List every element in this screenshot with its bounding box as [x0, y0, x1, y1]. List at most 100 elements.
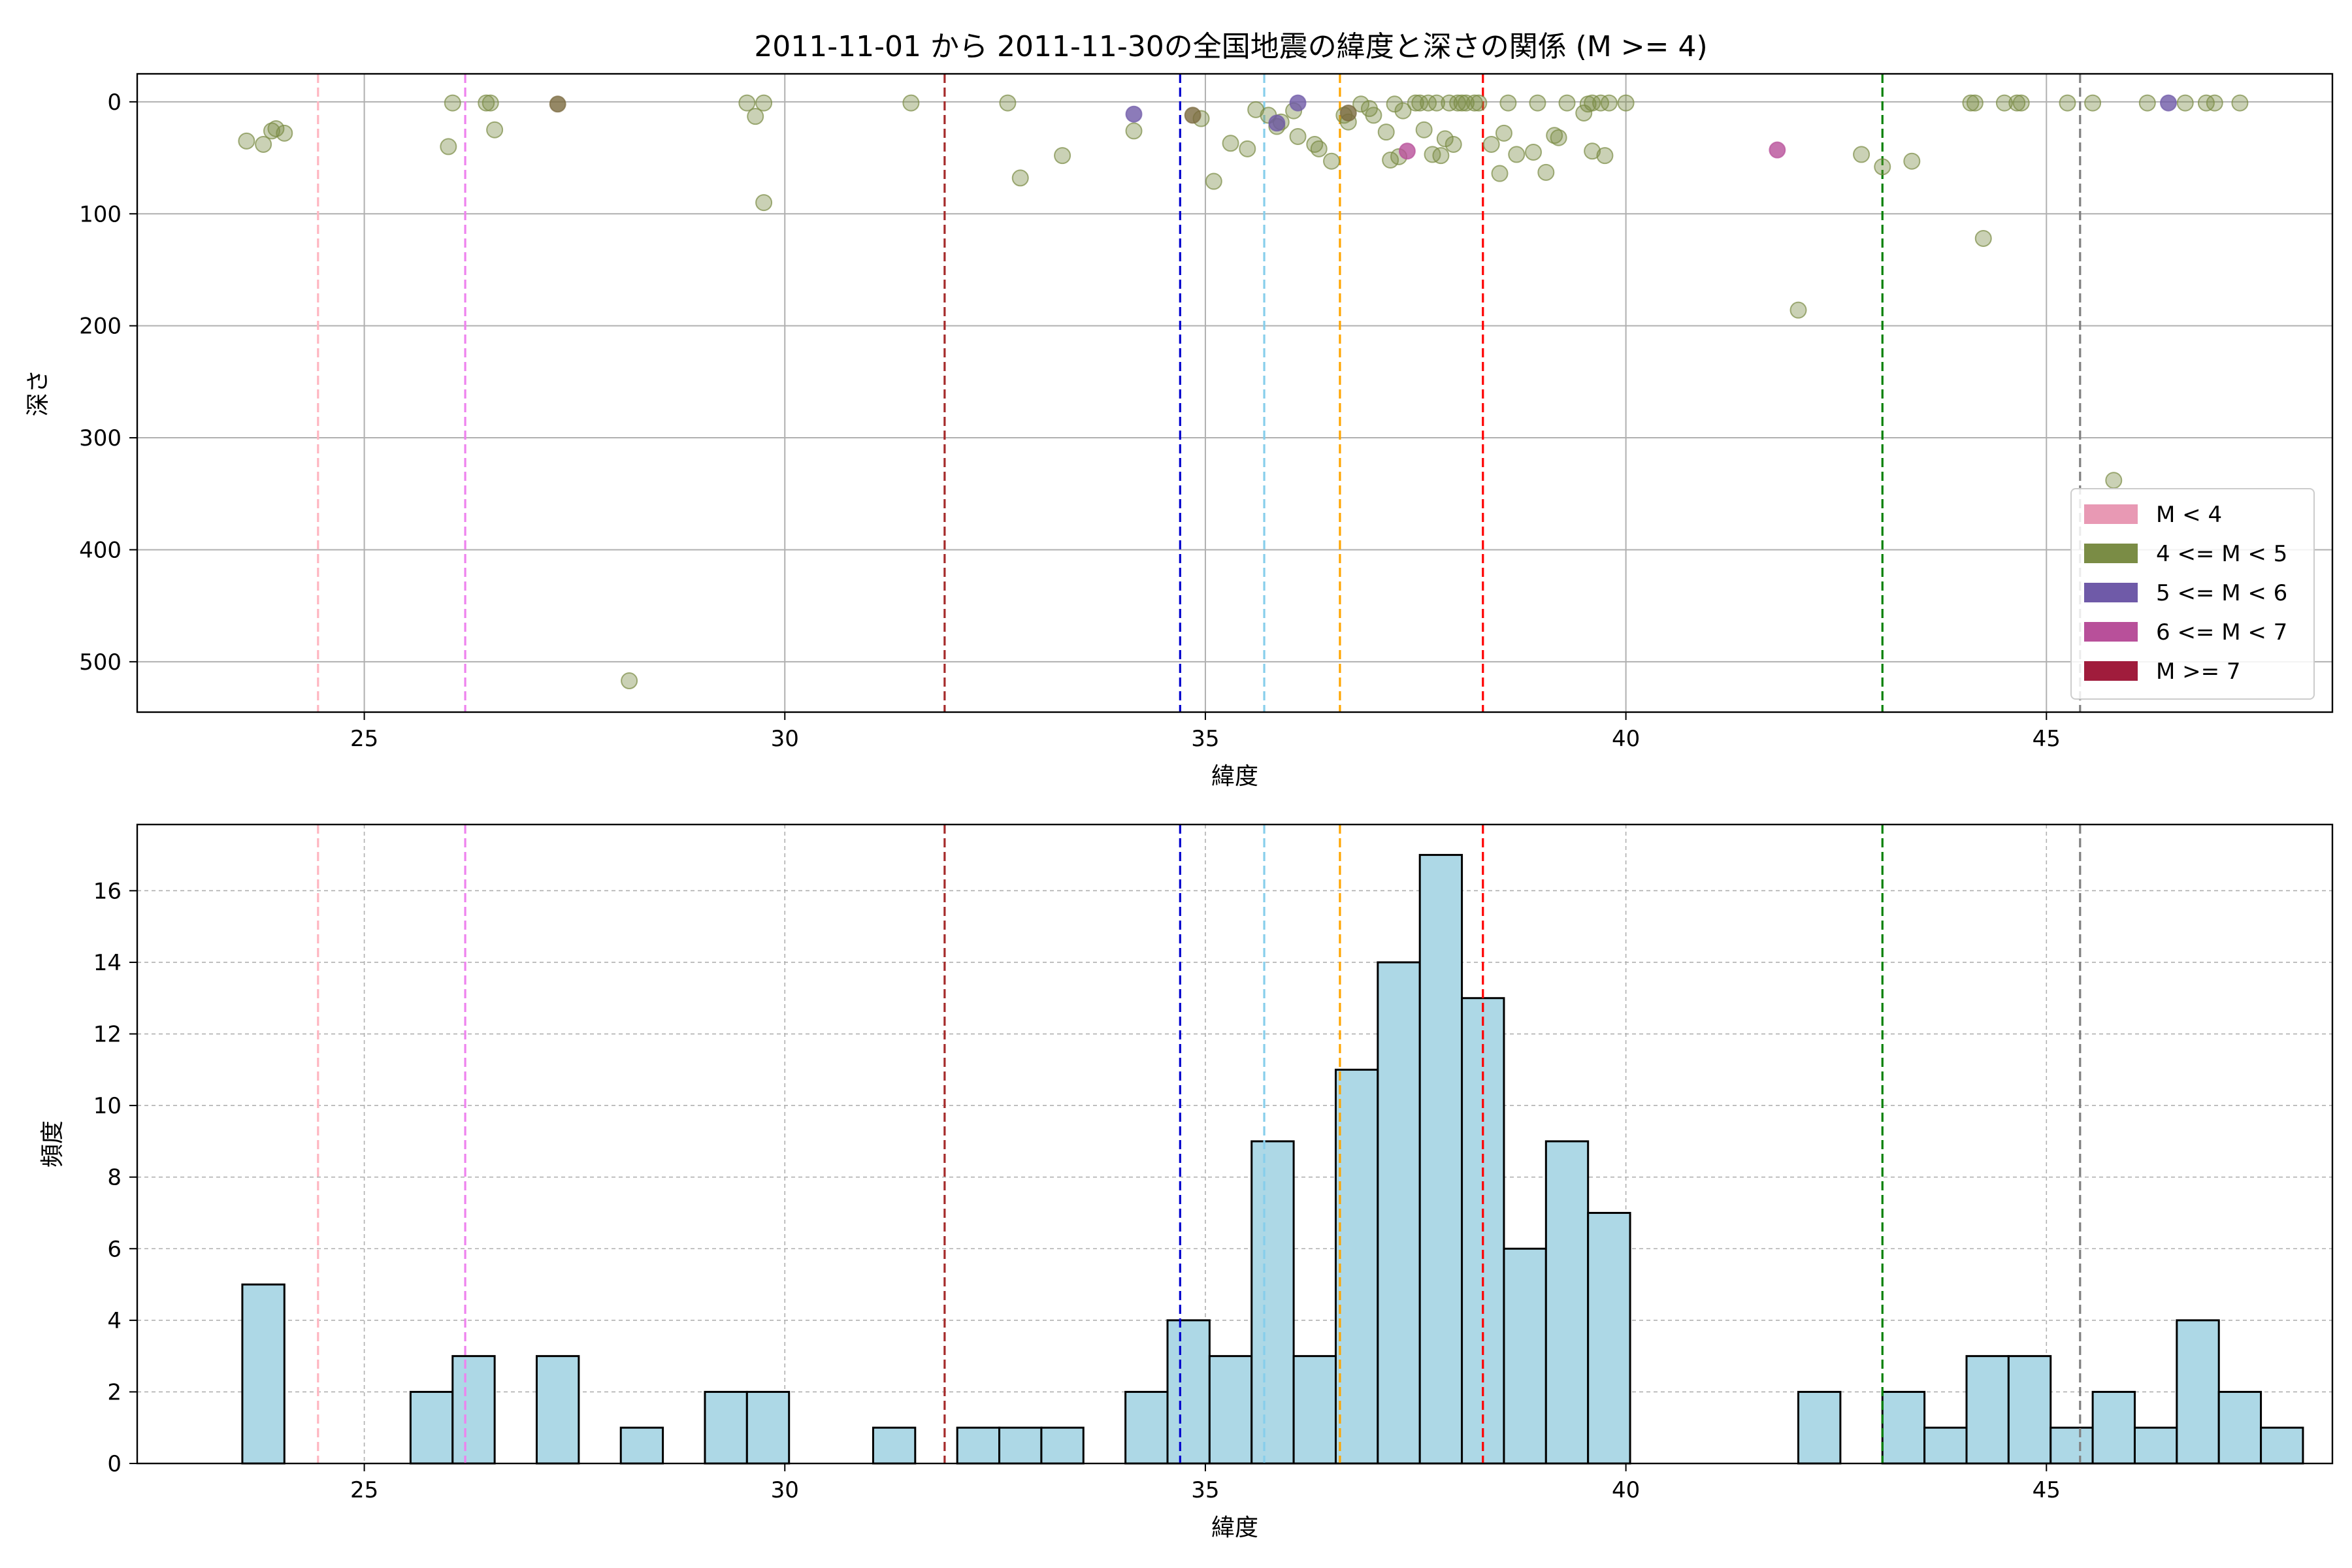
scatter-y-tick-label: 400 — [79, 537, 122, 563]
scatter-point — [2159, 94, 2177, 112]
histogram-bar — [1292, 1355, 1337, 1465]
scatter-point — [1962, 94, 1980, 112]
histogram-bar — [998, 1426, 1043, 1465]
histogram-bar — [956, 1426, 1001, 1465]
scatter-point — [999, 94, 1017, 112]
scatter-point — [1903, 152, 1921, 170]
histogram-y-tick-label: 2 — [107, 1379, 122, 1405]
scatter-point — [1125, 122, 1143, 140]
legend-swatch — [2084, 504, 2138, 524]
histogram-bar — [1124, 1390, 1169, 1465]
scatter-point — [1789, 301, 1807, 319]
histogram-reference-lines — [317, 825, 2082, 1463]
scatter-point — [1398, 142, 1416, 160]
scatter-point — [1465, 94, 1483, 112]
scatter-point — [1453, 94, 1471, 112]
histogram-bar — [1166, 1319, 1211, 1465]
histogram-bar — [2217, 1390, 2262, 1465]
scatter-point — [1352, 95, 1370, 113]
scatter-point — [1491, 165, 1509, 182]
histogram-bar — [1040, 1426, 1085, 1465]
legend-label: M >= 7 — [2156, 659, 2241, 685]
histogram-y-tick-label: 4 — [107, 1308, 122, 1334]
histogram-bar — [619, 1426, 664, 1465]
histogram-bar — [2260, 1426, 2304, 1465]
legend-label: M < 4 — [2156, 502, 2222, 528]
scatter-point — [1432, 147, 1450, 165]
scatter-point — [1428, 94, 1445, 112]
scatter-point — [1323, 152, 1341, 170]
histogram-bar — [1923, 1426, 1968, 1465]
histogram-bar — [1797, 1390, 1842, 1465]
scatter-point — [2105, 472, 2123, 489]
scatter-point — [1445, 135, 1462, 153]
histogram-bar — [1503, 1247, 1547, 1465]
legend: M < 4 4 <= M < 5 5 <= M < 6 6 <= M < 7 M >= … — [2070, 488, 2315, 700]
legend-swatch — [2084, 622, 2138, 642]
scatter-point — [1011, 169, 1029, 187]
histogram-bar — [535, 1355, 580, 1465]
scatter-point — [1436, 130, 1454, 148]
histogram-ticks: 25 30 35 40 45 0 2 4 6 8 10 12 14 16 — [93, 878, 2061, 1503]
scatter-point — [1584, 142, 1601, 160]
legend-label: 6 <= M < 7 — [2156, 619, 2287, 645]
histogram-bars — [241, 854, 2304, 1465]
scatter-point — [1268, 114, 1286, 132]
scatter-point — [486, 121, 504, 139]
scatter-point — [2084, 94, 2102, 112]
scatter-point — [1600, 94, 1618, 112]
scatter-point — [2008, 94, 2026, 112]
scatter-point — [1537, 163, 1555, 181]
scatter-point — [1054, 147, 1071, 165]
scatter-point — [1769, 141, 1786, 159]
histogram-bar — [704, 1390, 748, 1465]
scatter-ticks: 25 30 35 40 45 0 100 200 300 400 500 — [79, 90, 2061, 752]
scatter-point — [2138, 94, 2156, 112]
histogram-bar — [409, 1390, 454, 1465]
scatter-x-tick-label: 45 — [2033, 726, 2061, 752]
histogram-bar — [1587, 1211, 1631, 1465]
histogram-bar — [1881, 1390, 1926, 1465]
scatter-x-tick-label: 25 — [350, 726, 378, 752]
scatter-point — [747, 108, 764, 125]
scatter-y-tick-label: 100 — [79, 201, 122, 227]
scatter-reference-lines — [317, 74, 2082, 712]
scatter-point — [1184, 106, 1201, 124]
scatter-point — [2176, 94, 2194, 112]
scatter-point — [755, 94, 773, 112]
histogram-y-tick-label: 0 — [107, 1451, 122, 1477]
scatter-point — [1558, 94, 1576, 112]
scatter-y-axis-label: 深さ — [25, 369, 52, 416]
scatter-point — [2012, 94, 2030, 112]
histogram-bar — [1377, 961, 1421, 1465]
histogram-bar — [1544, 1140, 1590, 1465]
legend-box — [2070, 488, 2315, 700]
histogram-y-axis-label: 頻度 — [39, 1120, 66, 1168]
histogram-bar — [2091, 1390, 2136, 1465]
scatter-point — [1995, 94, 2013, 112]
scatter-point — [482, 94, 499, 112]
scatter-point — [444, 94, 461, 112]
histogram-y-tick-label: 16 — [93, 878, 122, 904]
scatter-x-axis-label: 緯度 — [1211, 763, 1258, 790]
scatter-point — [1874, 158, 1891, 176]
scatter-point — [1377, 123, 1395, 141]
scatter-point — [238, 132, 255, 150]
scatter-point — [1966, 94, 1984, 112]
scatter-points — [238, 94, 2249, 690]
histogram-x-tick-label: 45 — [2033, 1477, 2061, 1503]
scatter-point — [902, 94, 920, 112]
histogram-x-tick-label: 35 — [1191, 1477, 1219, 1503]
legend-swatch — [2084, 544, 2138, 563]
scatter-point — [1853, 146, 1870, 163]
scatter-point — [1289, 94, 1307, 112]
scatter-point — [1239, 140, 1256, 157]
scatter-point — [1310, 140, 1328, 157]
histogram-x-tick-label: 25 — [350, 1477, 378, 1503]
scatter-point — [478, 94, 495, 112]
scatter-point — [755, 194, 773, 212]
scatter-point — [440, 138, 457, 155]
scatter-point — [1550, 129, 1567, 146]
scatter-point — [1415, 121, 1433, 139]
scatter-point — [1470, 94, 1488, 112]
